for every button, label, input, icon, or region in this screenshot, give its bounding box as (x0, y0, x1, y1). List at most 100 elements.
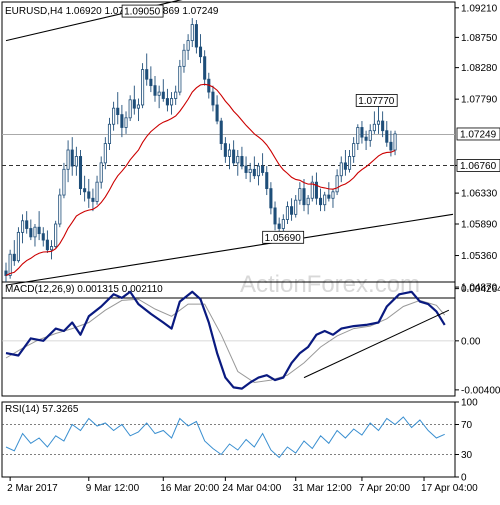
candle-body (95, 181, 99, 202)
candle-body (37, 226, 41, 235)
channel-trendline (5, 0, 183, 42)
candle-body (347, 156, 352, 170)
candle-body (376, 120, 381, 125)
candle-body (265, 172, 269, 190)
rsi-tick-label: 0 (461, 473, 467, 484)
candle-body (170, 98, 174, 106)
candle-body (153, 85, 157, 96)
candle-body (116, 107, 120, 116)
candle-body (240, 156, 244, 167)
candle-body (385, 130, 389, 143)
candle-body (372, 123, 376, 132)
price-tick-label: 1.05360 (461, 251, 498, 262)
candle-body (389, 141, 393, 151)
candle-body (256, 165, 261, 177)
candle-body (190, 24, 194, 42)
candle-body (360, 127, 364, 138)
time-tick-label: 16 Mar 20:00 (160, 483, 219, 494)
candle-body (356, 127, 360, 144)
candle-body (128, 99, 132, 119)
candle-body (261, 165, 265, 173)
ema-line (5, 83, 396, 276)
macd-panel-frame (1, 281, 456, 397)
candle-body (364, 136, 368, 141)
candle-body (281, 219, 285, 229)
macd-trendline (303, 309, 450, 379)
candle-body (331, 191, 335, 199)
chart-title: EURUSD,H4 1.06920 1.07304 1.06869 1.0724… (5, 6, 219, 17)
candle-body (314, 181, 318, 199)
price-annotation-label: 1.07770 (358, 96, 395, 107)
candle-body (62, 168, 66, 196)
watermark: ActionForex.com (240, 271, 420, 298)
rsi-title: RSI(14) 57.3265 (5, 404, 79, 415)
candle-body (198, 46, 203, 58)
channel-trendline (5, 213, 454, 286)
macd-line (5, 290, 446, 390)
candle-body (186, 40, 190, 51)
candle-body (161, 91, 165, 99)
candle-body (12, 253, 16, 262)
candle-body (66, 149, 70, 170)
candle-body (215, 104, 219, 122)
macd-tick-label: 0.00 (461, 336, 481, 347)
candle-body (49, 246, 54, 251)
candle-body (352, 143, 356, 157)
candle-body (327, 194, 331, 199)
candle-body (211, 91, 215, 106)
candle-body (99, 162, 103, 183)
candle-body (285, 206, 289, 220)
candle-body (136, 104, 140, 109)
candle-body (319, 197, 323, 206)
candle-body (178, 65, 182, 93)
candle-body (343, 162, 347, 170)
candle-body (306, 197, 310, 206)
rsi-panel-frame (1, 401, 456, 478)
price-tick-label: 1.07790 (461, 95, 498, 106)
price-tick-label: 1.05890 (461, 220, 498, 231)
rsi-line (5, 416, 445, 459)
candle-body (252, 168, 256, 177)
candle-body (16, 231, 20, 262)
candle-body (298, 188, 302, 201)
current-price-label: 1.07249 (460, 129, 497, 140)
candle-body (248, 168, 252, 173)
candle-body (45, 239, 49, 251)
candle-body (294, 199, 298, 215)
rsi-tick-label: 30 (461, 450, 473, 461)
candle-body (269, 188, 273, 209)
rsi-tick-label: 100 (461, 398, 478, 409)
candle-body (83, 188, 87, 193)
candle-body (174, 91, 178, 99)
candle-body (141, 69, 145, 106)
candle-body (54, 223, 58, 247)
candle-body (182, 49, 186, 67)
candle-body (381, 120, 385, 132)
candle-body (8, 253, 12, 276)
current-price-box (456, 127, 500, 141)
candle-body (203, 56, 207, 80)
candle-body (74, 156, 78, 167)
price-annotation-box (355, 94, 398, 107)
price-tick-label: 1.09210 (461, 3, 498, 14)
candle-body (165, 98, 169, 106)
candle-body (290, 206, 294, 215)
price-panel-frame (1, 1, 456, 299)
price-tick-label: 1.06330 (461, 189, 498, 200)
candle-body (339, 162, 343, 177)
macd-tick-label: 0.004264 (461, 284, 500, 295)
candle-body (87, 191, 91, 199)
price-tick-label: 1.08280 (461, 63, 498, 74)
candle-body (393, 133, 397, 151)
price-annotation-box (262, 230, 305, 244)
support-level-box (456, 159, 500, 172)
candle-body (194, 24, 198, 48)
rsi-tick-label: 70 (461, 420, 473, 431)
candle-body (277, 223, 281, 229)
time-tick-label: 7 Apr 20:00 (359, 483, 411, 494)
candle-body (273, 207, 277, 225)
candle-body (302, 188, 306, 206)
candle-body (21, 220, 25, 233)
